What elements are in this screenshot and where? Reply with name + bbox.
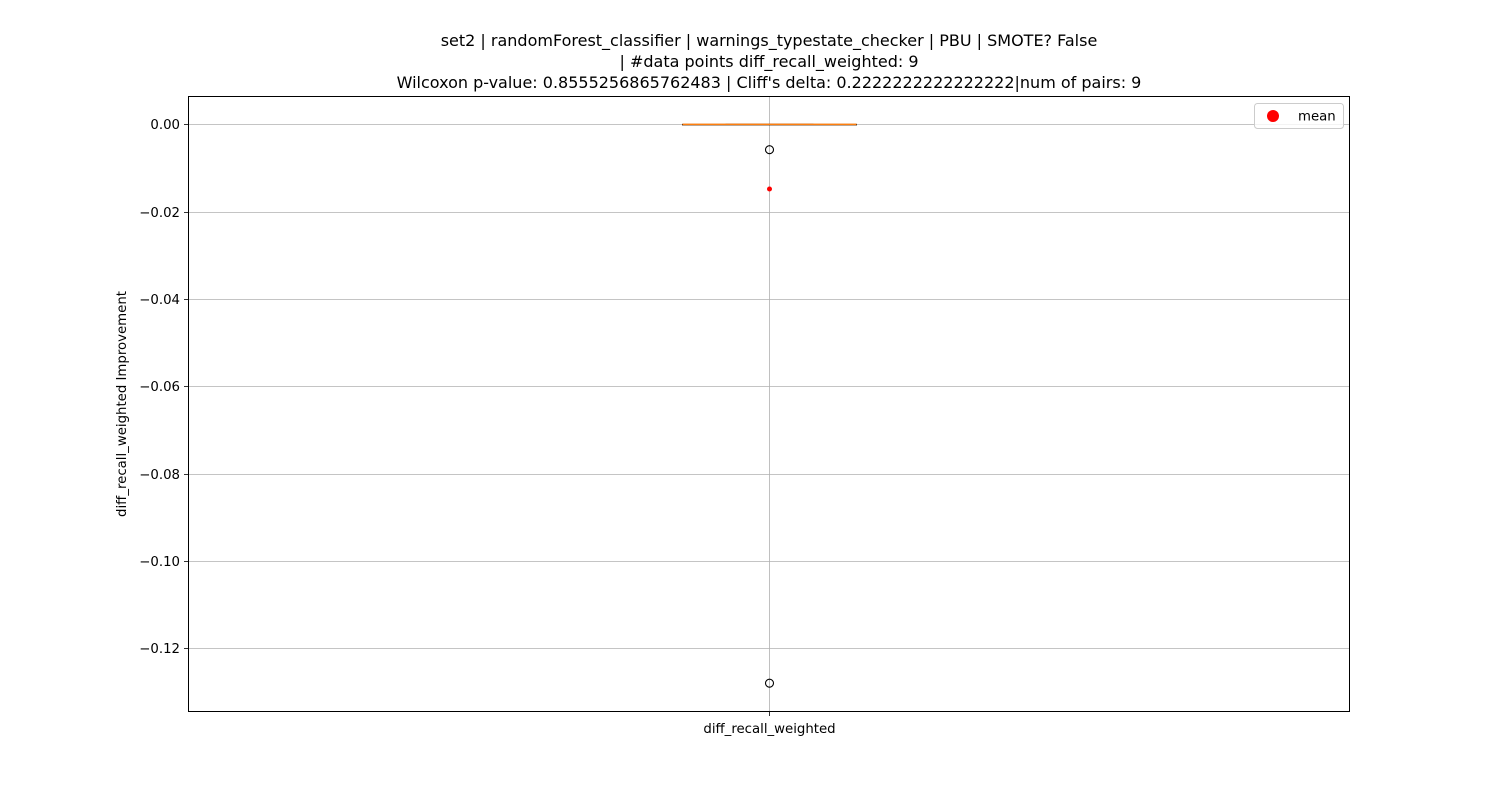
y-tick-label: −0.10 <box>139 555 180 570</box>
x-axis-ticks: diff_recall_weighted <box>703 712 836 737</box>
title-line-1: set2 | randomForest_classifier | warning… <box>440 31 1098 50</box>
y-tick-label: −0.04 <box>139 293 180 308</box>
outlier-point <box>764 678 775 688</box>
title-line-2: | #data points diff_recall_weighted: 9 <box>619 52 919 71</box>
x-tick-label: diff_recall_weighted <box>703 722 835 737</box>
legend-marker-mean <box>1267 110 1279 122</box>
mean-point <box>767 186 772 192</box>
legend-label: mean <box>1298 110 1336 125</box>
y-axis-ticks: 0.00 −0.02 −0.04 −0.06 −0.08 −0.10 −0.12 <box>139 118 188 657</box>
plot-frame <box>188 96 1350 712</box>
y-tick-label: −0.06 <box>139 380 180 395</box>
outlier-point <box>764 145 775 155</box>
chart-title: set2 | randomForest_classifier | warning… <box>0 30 1500 93</box>
y-tick-label: −0.08 <box>139 468 180 483</box>
legend-box <box>1254 103 1344 129</box>
y-tick-label: −0.02 <box>139 206 180 221</box>
y-tick-label: −0.12 <box>139 642 180 657</box>
legend: mean <box>1254 103 1344 129</box>
box-plot-marks <box>682 123 857 688</box>
y-axis-label: diff_recall_weighted Improvement <box>115 291 130 517</box>
title-line-3: Wilcoxon p-value: 0.8555256865762483 | C… <box>396 73 1142 92</box>
y-tick-label: 0.00 <box>150 118 180 133</box>
